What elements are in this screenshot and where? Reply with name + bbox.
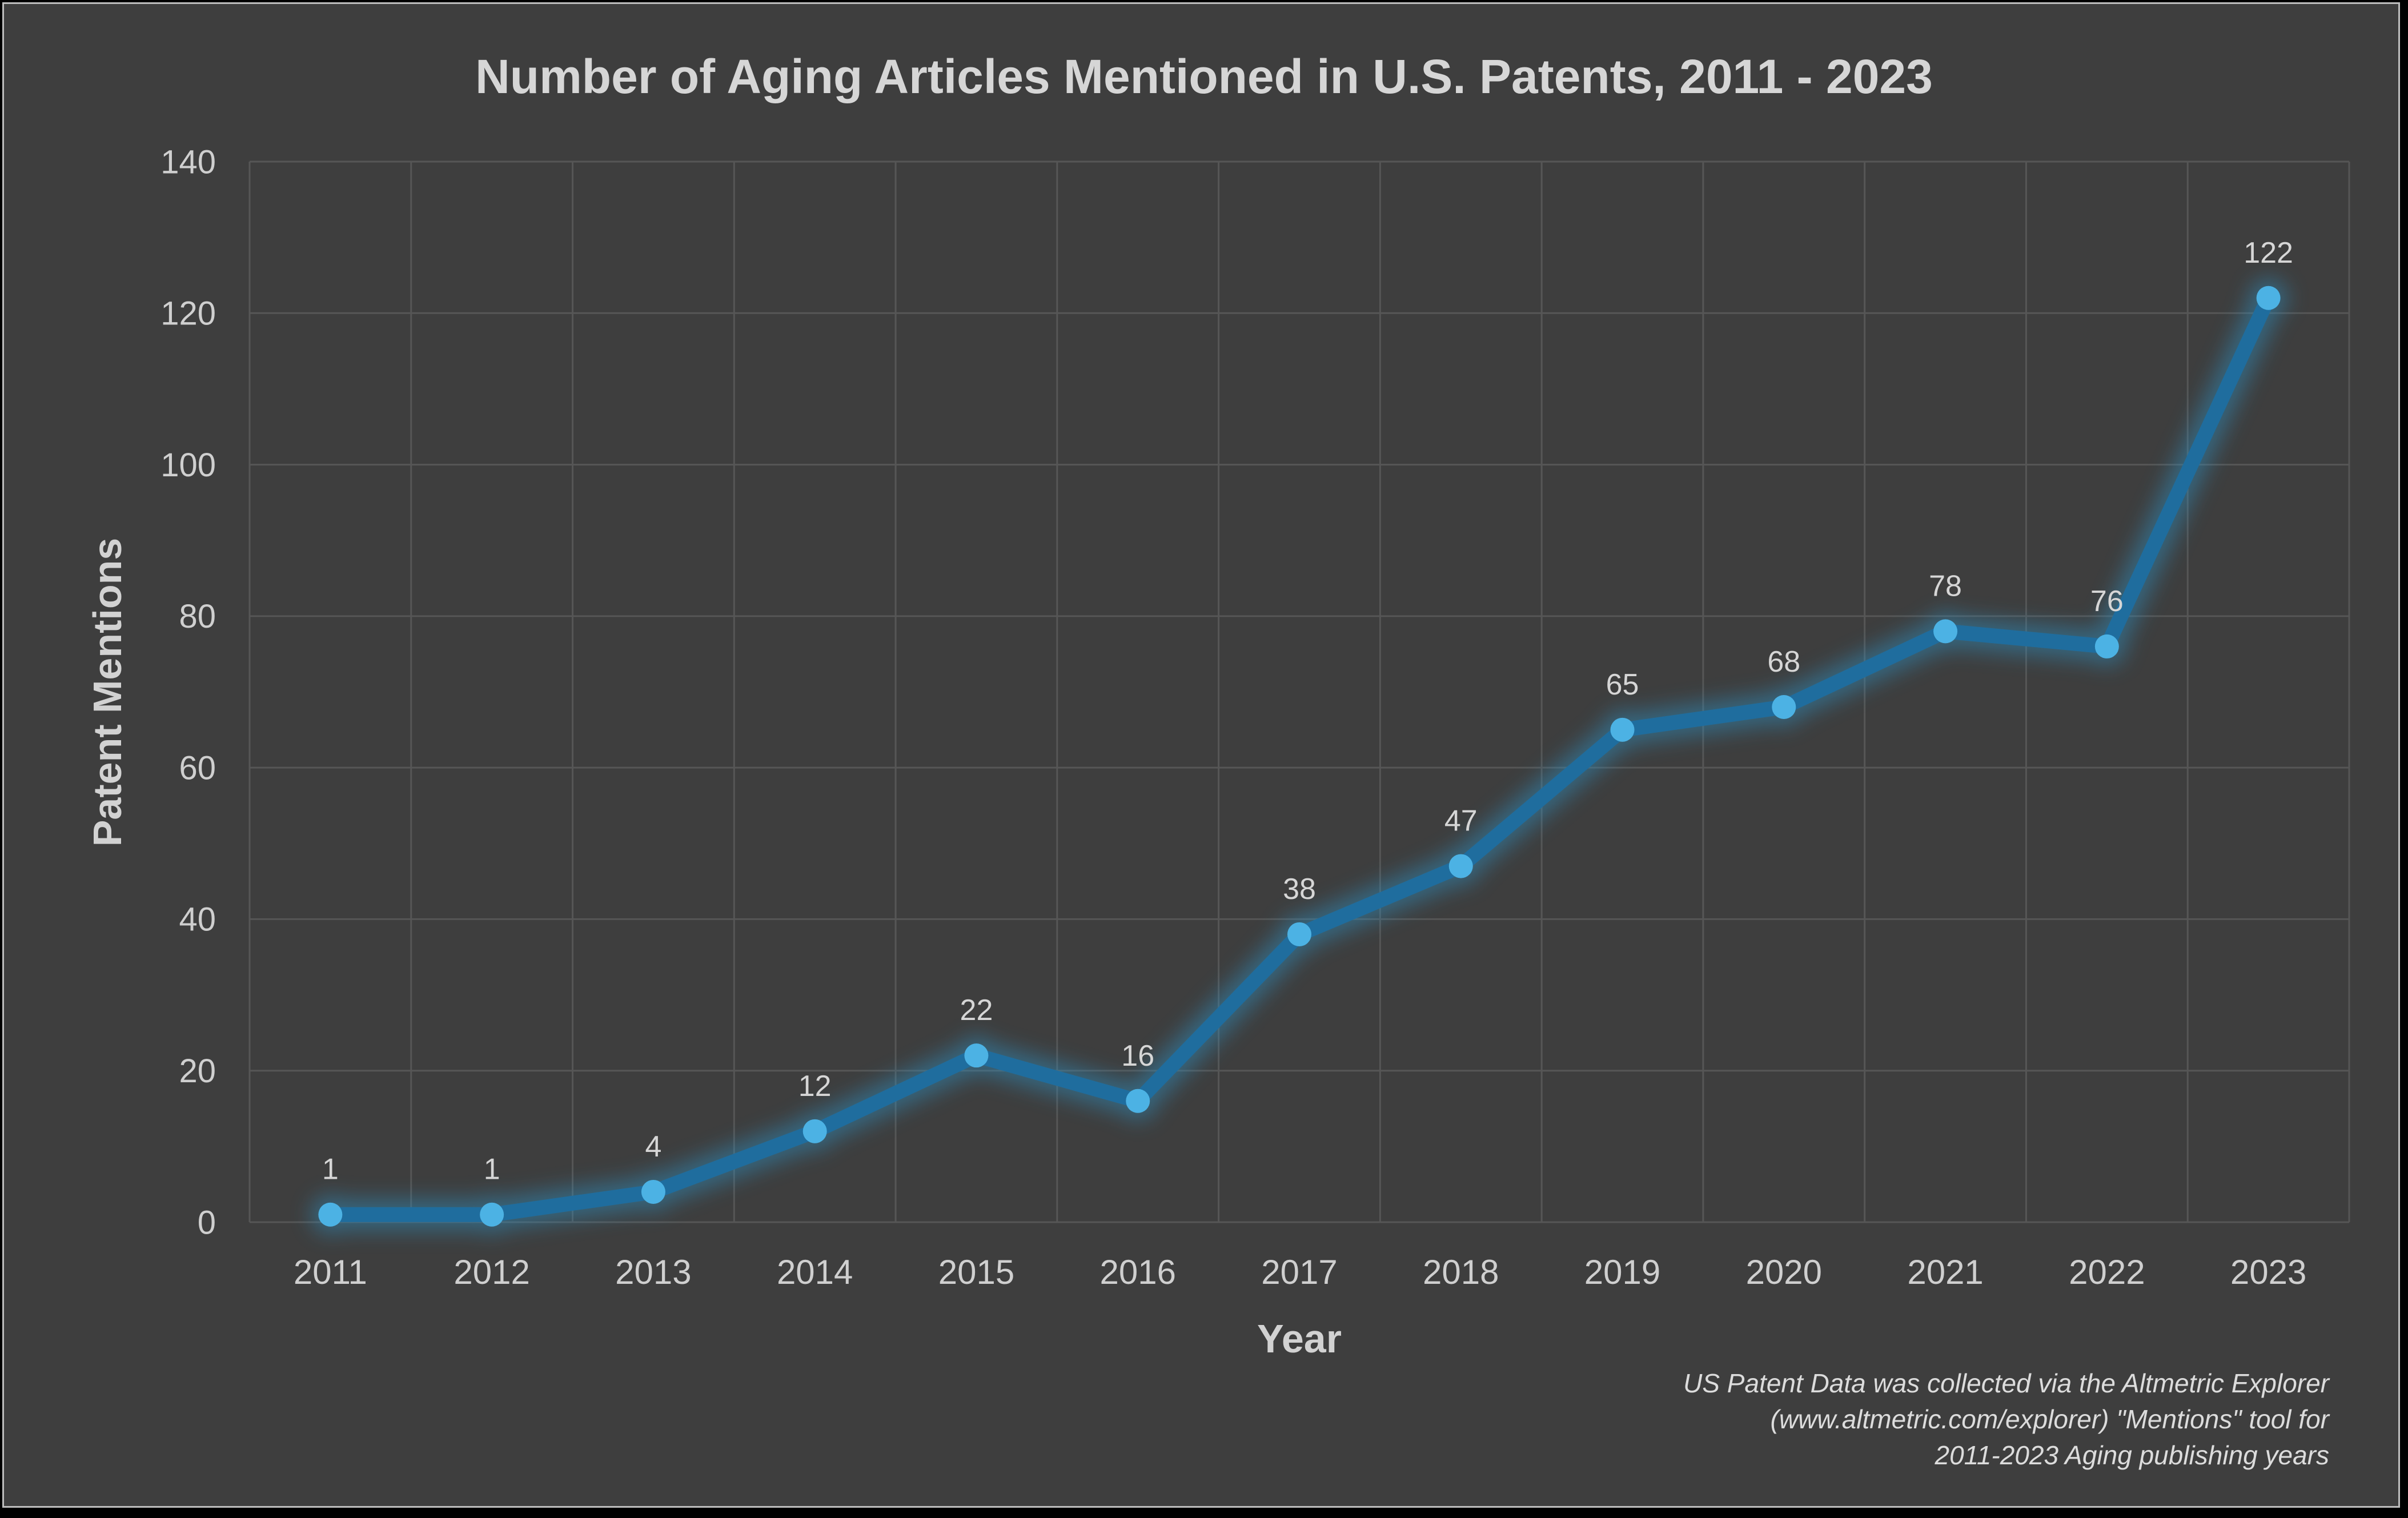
data-point-marker: [1126, 1089, 1150, 1113]
series-layer: [323, 290, 2276, 1222]
y-tick-label: 80: [179, 598, 216, 635]
x-tick-label: 2023: [2230, 1253, 2306, 1291]
data-point-marker: [1772, 695, 1796, 720]
data-point-label: 47: [1444, 805, 1478, 838]
data-point-label: 76: [2090, 585, 2124, 618]
markers-layer: [318, 286, 2281, 1227]
data-point-marker: [1610, 717, 1635, 742]
x-tick-label: 2022: [2069, 1253, 2145, 1291]
series-line: [323, 290, 2276, 1222]
y-tick-label: 60: [179, 749, 216, 786]
data-point-label: 16: [1121, 1039, 1154, 1073]
data-point-marker: [2256, 286, 2281, 310]
x-tick-label: 2021: [1907, 1253, 1983, 1291]
data-point-label: 12: [798, 1070, 832, 1103]
data-point-label: 38: [1283, 873, 1316, 906]
data-point-marker: [480, 1202, 504, 1227]
tick-labels-layer: 0 20 40 60 80 100 120 140 2011 2012 2013 2014 2015 20…: [160, 143, 2306, 1291]
data-point-label: 1: [484, 1153, 500, 1186]
y-axis-title: Patent Mentions: [85, 538, 130, 847]
data-point-marker: [802, 1119, 827, 1143]
x-tick-label: 2018: [1423, 1253, 1499, 1291]
x-tick-label: 2013: [615, 1253, 691, 1291]
x-tick-label: 2011: [294, 1253, 367, 1291]
data-point-marker: [1448, 854, 1473, 878]
series-glow: [314, 282, 2285, 1231]
data-point-label: 122: [2244, 236, 2293, 270]
x-tick-label: 2014: [777, 1253, 853, 1291]
data-point-label: 65: [1606, 668, 1639, 701]
x-tick-label: 2015: [938, 1253, 1014, 1291]
x-tick-label: 2016: [1099, 1253, 1175, 1291]
data-point-marker: [641, 1179, 665, 1204]
x-axis-title: Year: [1257, 1316, 1342, 1361]
data-point-marker: [1287, 922, 1311, 946]
data-point-label: 22: [960, 994, 993, 1027]
data-point-marker: [964, 1043, 989, 1068]
x-tick-label: 2012: [453, 1253, 529, 1291]
data-point-marker: [318, 1202, 343, 1227]
y-tick-label: 140: [160, 143, 216, 180]
y-tick-label: 120: [160, 295, 216, 332]
chart-title: Number of Aging Articles Mentioned in U.…: [475, 50, 1933, 103]
x-tick-label: 2020: [1746, 1253, 1822, 1291]
data-point-label: 68: [1767, 645, 1800, 678]
data-point-label: 1: [322, 1153, 339, 1186]
y-tick-label: 20: [179, 1053, 216, 1090]
x-tick-label: 2019: [1584, 1253, 1660, 1291]
x-tick-label: 2017: [1261, 1253, 1337, 1291]
data-labels-layer: 1 1 4 12 22 16 38 47 65 68 78 76 122: [322, 236, 2293, 1186]
footnote-line-2: (www.altmetric.com/explorer) "Mentions" …: [1771, 1404, 2330, 1434]
data-point-marker: [1933, 619, 1958, 644]
data-point-label: 4: [645, 1130, 661, 1163]
y-tick-label: 40: [179, 901, 216, 938]
data-point-label: 78: [1929, 569, 1962, 603]
footnote-line-1: US Patent Data was collected via the Alt…: [1683, 1368, 2330, 1398]
grid-layer: [248, 160, 2350, 1223]
y-tick-label: 100: [160, 447, 216, 484]
data-point-marker: [2094, 634, 2119, 658]
y-tick-label: 0: [198, 1204, 216, 1241]
series-glow-layer: [311, 278, 2288, 1234]
footnote-line-3: 2011-2023 Aging publishing years: [1935, 1440, 2330, 1470]
